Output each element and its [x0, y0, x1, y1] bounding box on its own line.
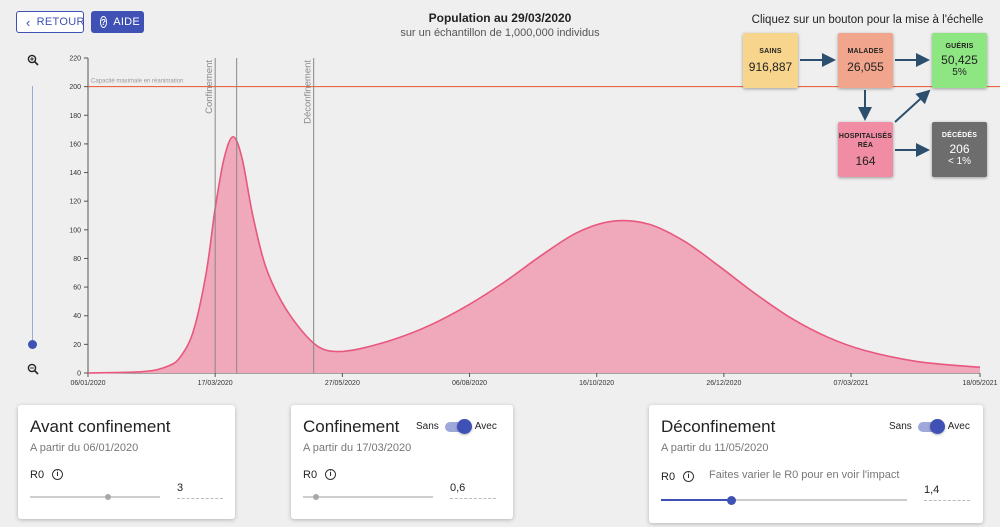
hospitalized-line	[87, 135, 981, 374]
toggle-conf-off-label: Sans	[416, 421, 439, 432]
card-confinement: Confinement Sans Avec A partir du 17/03/…	[291, 405, 513, 519]
card-avant-confinement: Avant confinement A partir du 06/01/2020…	[18, 405, 235, 519]
box-sains-value: 916,887	[748, 60, 793, 74]
y-tick-label: 120	[69, 199, 81, 206]
card-deconf-title: Déconfinement	[661, 417, 776, 436]
box-deces-value: 206	[949, 142, 970, 156]
y-tick-label: 200	[69, 84, 81, 91]
box-malades-value: 26,055	[847, 60, 884, 74]
card-avant-r0-label: R0	[30, 469, 45, 481]
r0-slider-deconf-fill	[661, 499, 730, 501]
epidemic-chart: 0 20 40 60 80 100 120 140 160 180 200 220 06/01/202…	[69, 56, 1000, 387]
r0-slider-deconf[interactable]	[661, 499, 907, 501]
card-conf-since: A partir du 17/03/2020	[303, 442, 412, 454]
toggle-confinement[interactable]: Sans Avec	[416, 418, 497, 434]
zoom-slider-track[interactable]	[32, 86, 33, 344]
info-icon[interactable]: i	[683, 471, 694, 482]
card-conf-title: Confinement	[303, 417, 400, 436]
info-icon[interactable]: i	[52, 469, 63, 480]
r0-slider-conf-thumb[interactable]	[313, 494, 319, 500]
box-sains-label: SAINS	[759, 48, 782, 55]
chart-title: Population au 29/03/2020	[428, 11, 572, 25]
y-tick-label: 220	[69, 56, 81, 63]
x-tick-label: 18/05/2021	[962, 380, 997, 387]
box-deces-percent: < 1%	[947, 156, 972, 167]
help-icon: ?	[100, 16, 108, 28]
r0-slider-avant-thumb[interactable]	[105, 494, 111, 500]
box-deces[interactable]: DÉCÉDÉS 206 < 1%	[932, 122, 987, 177]
box-gueris[interactable]: GUÉRIS 50,425 5%	[932, 33, 987, 88]
x-tick-label: 17/03/2020	[198, 380, 233, 387]
x-tick-label: 06/01/2020	[70, 380, 105, 387]
zoom-out-icon[interactable]	[27, 363, 41, 377]
zoom-slider-thumb[interactable]	[28, 340, 37, 349]
box-hosp-label: HOSPITALISÉS	[838, 133, 893, 140]
back-label: RETOUR	[36, 16, 85, 28]
capacity-label: Capacité maximale en réanimation	[91, 79, 183, 85]
help-label: AIDE	[113, 16, 141, 28]
r0-slider-deconf-thumb[interactable]	[726, 496, 736, 505]
r0-slider-avant[interactable]	[30, 496, 160, 498]
card-deconfinement: Déconfinement Sans Avec A partir du 11/0…	[649, 405, 983, 523]
back-button[interactable]: ‹ RETOUR	[16, 11, 84, 33]
box-malades-label: MALADES	[847, 48, 884, 55]
y-tick-label: 0	[77, 371, 81, 378]
r0-input-conf[interactable]: 0,6	[450, 482, 496, 499]
y-tick-label: 60	[73, 285, 81, 292]
toggle-deconf-off-label: Sans	[889, 421, 912, 432]
box-gueris-value: 50,425	[941, 53, 978, 67]
event-label: Confinement	[204, 60, 215, 114]
box-sains[interactable]: SAINS 916,887	[743, 33, 798, 88]
y-tick-label: 40	[73, 313, 81, 320]
y-axis: 0 20 40 60 80 100 120 140 160 180 200 220	[69, 56, 89, 378]
event-label: Déconfinement	[303, 60, 314, 124]
card-deconf-hint: Faites varier le R0 pour en voir l'impac…	[709, 469, 900, 481]
card-conf-r0-label: R0	[303, 469, 318, 481]
box-gueris-label: GUÉRIS	[945, 43, 974, 50]
info-icon[interactable]: i	[325, 469, 336, 480]
toggle-conf-switch[interactable]	[444, 418, 472, 434]
help-button[interactable]: ? AIDE	[91, 11, 144, 33]
x-tick-label: 06/08/2020	[452, 380, 487, 387]
y-tick-label: 180	[69, 113, 81, 120]
toggle-deconf-switch[interactable]	[917, 418, 945, 434]
toggle-deconf-on-label: Avec	[947, 421, 970, 432]
box-hosp-value: 164	[855, 154, 876, 168]
r0-input-avant[interactable]: 3	[177, 482, 223, 499]
toggle-conf-on-label: Avec	[474, 421, 497, 432]
y-tick-label: 20	[73, 342, 81, 349]
x-tick-label: 27/05/2020	[325, 380, 360, 387]
card-avant-since: A partir du 06/01/2020	[30, 442, 139, 454]
r0-slider-conf[interactable]	[303, 496, 433, 498]
hospitalized-area	[88, 136, 980, 373]
y-tick-label: 100	[69, 227, 81, 234]
chart-subtitle: sur un échantillon de 1,000,000 individu…	[400, 27, 600, 39]
card-deconf-since: A partir du 11/05/2020	[661, 442, 769, 454]
toggle-deconfinement[interactable]: Sans Avec	[889, 418, 970, 434]
y-tick-label: 80	[73, 256, 81, 263]
y-tick-label: 160	[69, 141, 81, 148]
x-tick-label: 07/03/2021	[834, 380, 869, 387]
box-hospitalises[interactable]: HOSPITALISÉS RÉA 164	[838, 122, 893, 177]
y-tick-label: 140	[69, 170, 81, 177]
card-deconf-r0-label: R0	[661, 471, 676, 483]
x-tick-label: 26/12/2020	[706, 380, 741, 387]
r0-input-deconf[interactable]: 1,4	[924, 484, 970, 501]
box-deces-label: DÉCÉDÉS	[941, 132, 978, 139]
x-axis: 06/01/2020 17/03/2020 27/05/2020 06/08/2020…	[70, 372, 998, 387]
box-gueris-percent: 5%	[952, 67, 967, 78]
scale-hint: Cliquez sur un bouton pour la mise à l'é…	[751, 14, 984, 26]
event-lines: Confinement Déconfinement	[204, 58, 315, 373]
zoom-in-icon[interactable]	[27, 54, 41, 68]
x-tick-label: 16/10/2020	[579, 380, 614, 387]
box-malades[interactable]: MALADES 26,055	[838, 33, 893, 88]
card-avant-title: Avant confinement	[30, 417, 171, 436]
box-hosp-label2: RÉA	[857, 142, 874, 149]
chevron-left-icon: ‹	[26, 14, 31, 30]
